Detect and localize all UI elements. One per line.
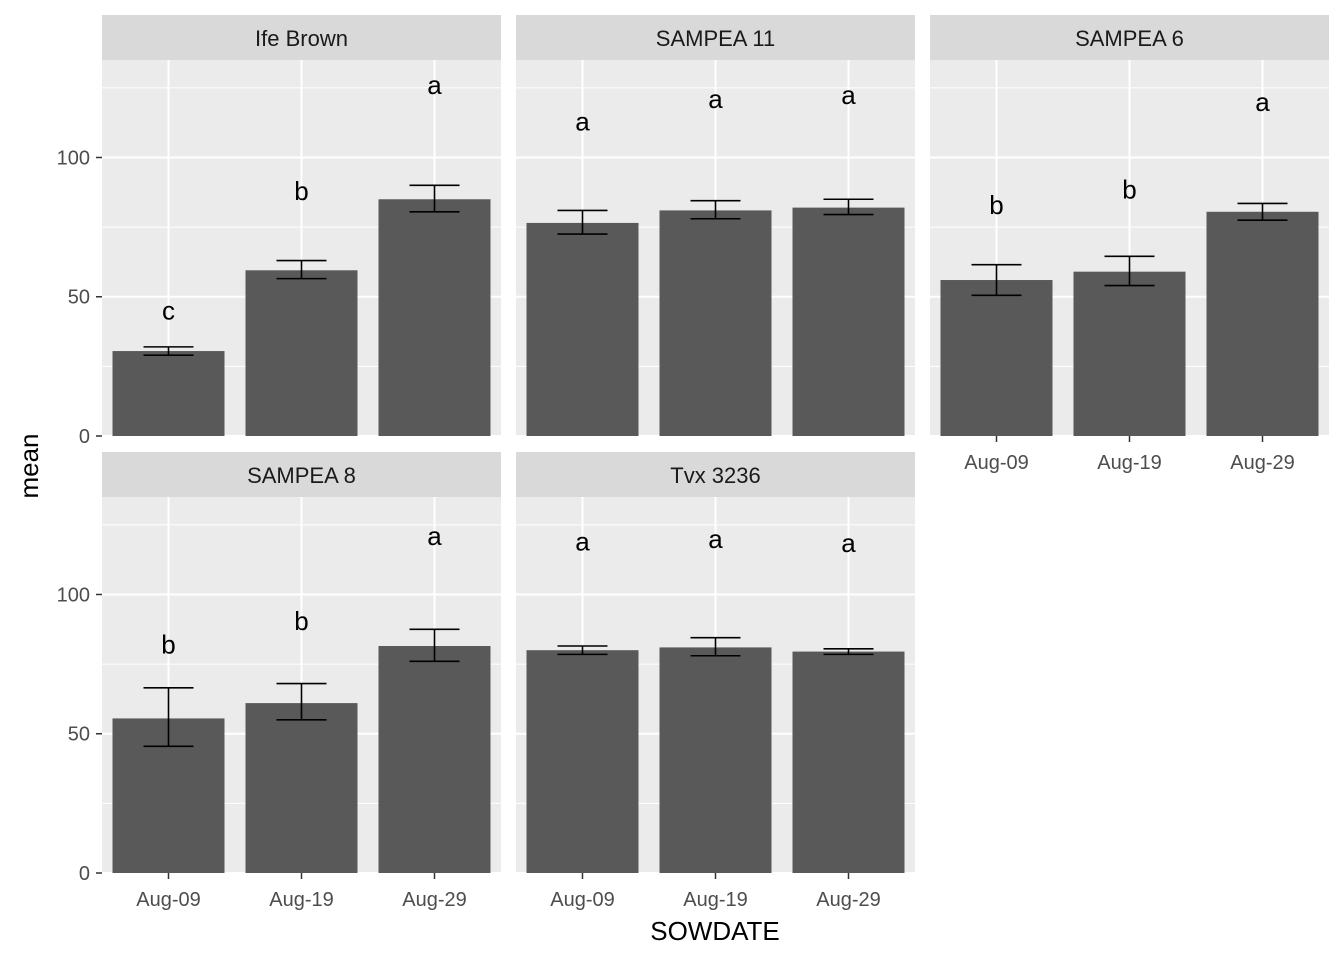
panel-sampea-8: SAMPEA 8 b b a 0 50 100 Aug-09 Aug-19 Aug-29 bbox=[57, 452, 501, 911]
facet-strip-label: SAMPEA 11 bbox=[656, 26, 775, 51]
bar bbox=[792, 651, 905, 873]
y-tick-label: 0 bbox=[79, 426, 90, 448]
significance-letter: a bbox=[575, 106, 590, 136]
significance-letter: a bbox=[427, 521, 442, 551]
bar bbox=[1206, 211, 1319, 436]
bar bbox=[792, 207, 905, 436]
bar bbox=[1073, 271, 1186, 436]
y-tick-label: 100 bbox=[57, 147, 90, 169]
x-tick-label: Aug-19 bbox=[269, 889, 334, 911]
significance-letter: b bbox=[294, 606, 308, 636]
y-tick-label: 100 bbox=[57, 584, 90, 606]
bar bbox=[112, 351, 225, 436]
x-tick-label: Aug-29 bbox=[816, 889, 881, 911]
x-axis-title: SOWDATE bbox=[650, 916, 780, 946]
significance-letter: a bbox=[1255, 87, 1270, 117]
x-tick-label: Aug-19 bbox=[683, 889, 748, 911]
significance-letter: a bbox=[841, 80, 856, 110]
x-tick-label: Aug-29 bbox=[1230, 452, 1295, 474]
bar bbox=[245, 270, 358, 436]
panel-tvx-3236: Tvx 3236 a a a Aug-09 Aug-19 Aug-29 bbox=[516, 452, 915, 911]
bar bbox=[526, 650, 639, 873]
x-tick-label: Aug-19 bbox=[1097, 452, 1162, 474]
facet-strip-label: Tvx 3236 bbox=[670, 463, 761, 488]
bar bbox=[940, 280, 1053, 436]
x-tick-label: Aug-09 bbox=[964, 452, 1029, 474]
x-tick-label: Aug-29 bbox=[402, 889, 467, 911]
bar bbox=[378, 199, 491, 436]
y-tick-label: 0 bbox=[79, 863, 90, 885]
significance-letter: a bbox=[708, 84, 723, 114]
bar bbox=[378, 646, 491, 873]
bar bbox=[526, 222, 639, 436]
facet-strip bbox=[930, 15, 1329, 60]
panel-ife-brown: Ife Brown c b a 0 50 100 bbox=[57, 15, 501, 448]
y-tick-label: 50 bbox=[68, 287, 90, 309]
facet-strip bbox=[516, 15, 915, 60]
facet-strip-label: Ife Brown bbox=[255, 26, 348, 51]
panel-sampea-11: SAMPEA 11 a a a bbox=[516, 15, 915, 437]
significance-letter: b bbox=[989, 190, 1003, 220]
facet-strip-label: SAMPEA 6 bbox=[1075, 26, 1184, 51]
panel-sampea-6: SAMPEA 6 b b a Aug-09 Aug-19 Aug-29 bbox=[930, 15, 1329, 474]
facet-strip bbox=[102, 15, 501, 60]
y-axis-title: mean bbox=[14, 433, 44, 498]
significance-letter: b bbox=[294, 176, 308, 206]
bar bbox=[659, 647, 772, 873]
x-tick-label: Aug-09 bbox=[550, 889, 615, 911]
significance-letter: b bbox=[161, 630, 175, 660]
panels-layer: Ife Brown c b a 0 50 100 SAMPEA 11 a a a SAMPEA 6 b b… bbox=[57, 15, 1329, 911]
significance-letter: b bbox=[1122, 175, 1136, 205]
significance-letter: a bbox=[708, 524, 723, 554]
significance-letter: a bbox=[841, 528, 856, 558]
x-tick-label: Aug-09 bbox=[136, 889, 201, 911]
facet-strip bbox=[516, 452, 915, 497]
significance-letter: a bbox=[575, 527, 590, 557]
significance-letter: c bbox=[162, 296, 175, 326]
y-tick-label: 50 bbox=[68, 724, 90, 746]
bar bbox=[659, 210, 772, 436]
facet-strip-label: SAMPEA 8 bbox=[247, 463, 356, 488]
facet-strip bbox=[102, 452, 501, 497]
significance-letter: a bbox=[427, 70, 442, 100]
bar bbox=[245, 703, 358, 873]
